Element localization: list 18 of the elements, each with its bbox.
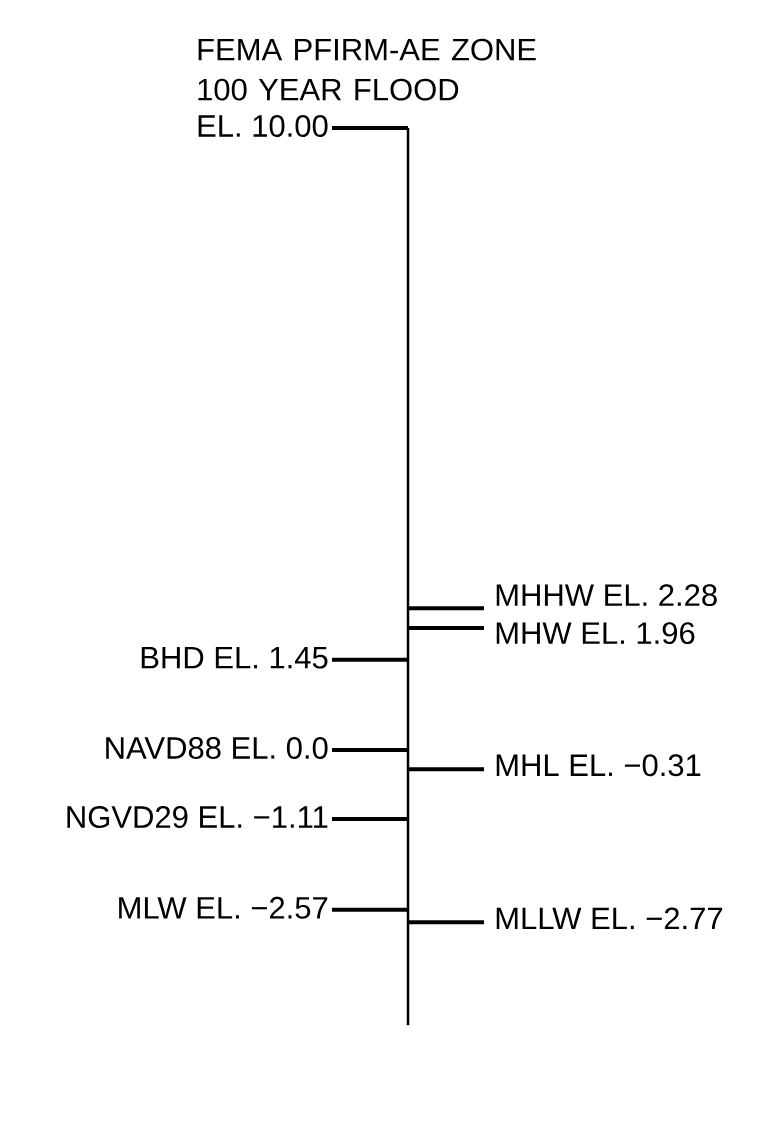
data-label: EL. 1.45 — [215, 646, 328, 669]
category-label: MHHW — [496, 584, 594, 606]
category-label: FEMA PFIRM-AE ZONE 100 YEAR FLOOD — [198, 38, 536, 101]
category-label: NAVD88 — [106, 737, 221, 759]
category-label: NGVD29 — [67, 806, 188, 828]
category-label: MHW — [496, 622, 572, 644]
data-label: EL. 1.96 — [582, 622, 695, 645]
category-label: MHL — [496, 754, 559, 776]
category-label: MLLW — [496, 907, 582, 930]
data-label: EL. 2.28 — [605, 584, 717, 607]
category-label: BHD — [141, 646, 204, 669]
data-label: EL. −2.77 — [592, 907, 723, 930]
data-label: EL. −0.31 — [570, 754, 701, 777]
data-label: EL. 0.0 — [233, 737, 328, 759]
data-label: EL. 10.00 — [198, 115, 328, 137]
data-label: EL. −2.57 — [197, 896, 328, 919]
data-label: EL. −1.11 — [200, 806, 328, 828]
category-label: MLW — [119, 897, 187, 919]
